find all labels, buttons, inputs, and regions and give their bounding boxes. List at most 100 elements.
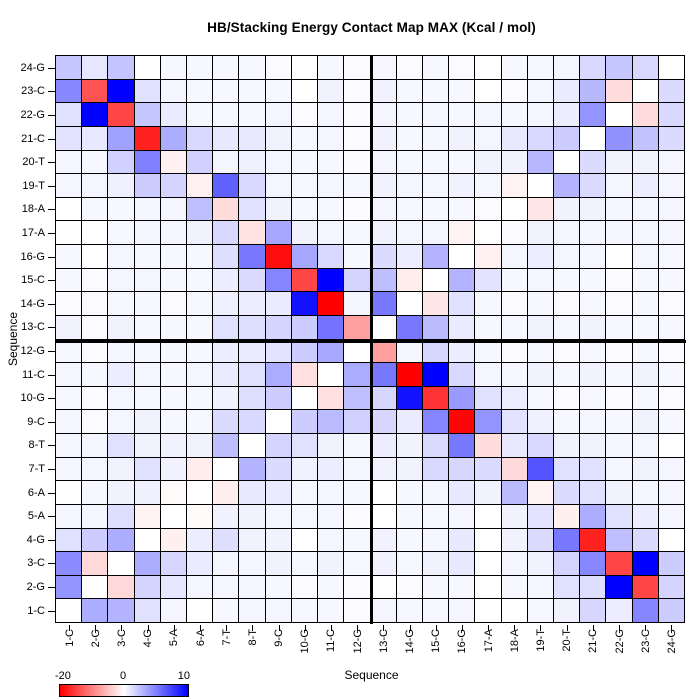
heatmap-cell: [422, 410, 449, 433]
heatmap-cell: [527, 315, 553, 339]
heatmap-cell: [187, 126, 213, 150]
heatmap-cell: [265, 599, 291, 622]
heatmap-cell: [553, 363, 580, 386]
y-tick-label: 4-G: [26, 533, 45, 546]
heatmap-cell: [606, 528, 632, 552]
heatmap-cell: [632, 481, 658, 504]
heatmap-cell: [160, 410, 187, 433]
heatmap-cell: [501, 504, 527, 528]
heatmap-cell: [422, 528, 449, 552]
heatmap-cell: [291, 197, 318, 221]
heatmap-cell: [449, 504, 475, 528]
heatmap-cell: [396, 552, 422, 575]
x-tick-mark: [488, 624, 490, 631]
heatmap-cell: [56, 528, 82, 552]
y-tick-mark: [48, 91, 55, 93]
heatmap-cell: [344, 410, 370, 433]
heatmap-cell: [658, 599, 684, 622]
y-tick-mark: [48, 398, 55, 400]
heatmap-cell: [134, 434, 160, 457]
heatmap-cell: [187, 197, 213, 221]
heatmap-cell: [606, 457, 632, 481]
heatmap-cell: [108, 410, 134, 433]
heatmap-cell: [265, 457, 291, 481]
heatmap-cell: [82, 268, 108, 292]
heatmap-cell: [501, 363, 527, 386]
heatmap-cell: [449, 126, 475, 150]
heatmap-cell: [606, 481, 632, 504]
heatmap-cell: [160, 268, 187, 292]
heatmap-cell: [239, 504, 265, 528]
x-tick-mark: [383, 624, 385, 631]
heatmap-cell: [658, 363, 684, 386]
heatmap-cell: [318, 386, 344, 410]
y-tick-mark: [48, 539, 55, 541]
heatmap-cell: [370, 339, 396, 363]
heatmap-cell: [396, 126, 422, 150]
heatmap-cell: [449, 457, 475, 481]
heatmap-cell: [658, 315, 684, 339]
heatmap-cell: [213, 410, 239, 433]
heatmap-cell: [370, 599, 396, 622]
heatmap-cell: [108, 339, 134, 363]
heatmap-cell: [606, 410, 632, 433]
heatmap-cell: [527, 150, 553, 174]
heatmap-cell: [632, 575, 658, 599]
heatmap-cell: [396, 79, 422, 103]
heatmap-cell: [501, 528, 527, 552]
x-tick-label: 3-C: [115, 629, 128, 647]
y-tick-mark: [48, 256, 55, 258]
heatmap-cell: [553, 575, 580, 599]
heatmap-cell: [291, 79, 318, 103]
heatmap-cell: [475, 79, 501, 103]
heatmap-cell: [501, 599, 527, 622]
x-tick-label: 9-C: [273, 629, 286, 647]
heatmap-cell: [134, 268, 160, 292]
heatmap-cell: [213, 103, 239, 126]
heatmap-cell: [82, 481, 108, 504]
heatmap-cell: [291, 268, 318, 292]
heatmap-cell: [213, 126, 239, 150]
heatmap-cell: [82, 103, 108, 126]
y-tick-label: 20-T: [22, 156, 45, 169]
heatmap-cell: [396, 103, 422, 126]
heatmap-cell: [160, 599, 187, 622]
heatmap-cell: [449, 481, 475, 504]
heatmap-cell: [449, 552, 475, 575]
heatmap-cell: [553, 339, 580, 363]
heatmap-cell: [396, 197, 422, 221]
heatmap-cell: [658, 221, 684, 244]
heatmap-cell: [658, 174, 684, 197]
heatmap-cell: [475, 386, 501, 410]
heatmap-cell: [239, 599, 265, 622]
heatmap-cell: [108, 103, 134, 126]
heatmap-cell: [187, 599, 213, 622]
y-tick-label: 8-T: [28, 439, 46, 452]
heatmap-cell: [501, 410, 527, 433]
heatmap-cell: [239, 221, 265, 244]
x-tick-mark: [173, 624, 175, 631]
heatmap-cell: [187, 221, 213, 244]
x-tick-mark: [69, 624, 71, 631]
heatmap-cell: [160, 79, 187, 103]
heatmap-cell: [396, 386, 422, 410]
heatmap-cell: [134, 292, 160, 315]
heatmap-cell: [265, 150, 291, 174]
plot-title: HB/Stacking Energy Contact Map MAX (Kcal…: [207, 20, 536, 35]
heatmap-cell: [318, 528, 344, 552]
heatmap-cell: [422, 481, 449, 504]
heatmap-cell: [449, 174, 475, 197]
heatmap-cell: [553, 552, 580, 575]
heatmap-cell: [108, 221, 134, 244]
heatmap-cell: [527, 221, 553, 244]
x-tick-label: 19-T: [534, 629, 547, 652]
heatmap-cell: [527, 174, 553, 197]
heatmap-cell: [632, 150, 658, 174]
heatmap-cell: [396, 174, 422, 197]
heatmap-cell: [658, 481, 684, 504]
heatmap-cell: [396, 363, 422, 386]
heatmap-cell: [108, 245, 134, 268]
heatmap-cell: [318, 79, 344, 103]
heatmap-cell: [580, 268, 606, 292]
heatmap-cell: [318, 150, 344, 174]
